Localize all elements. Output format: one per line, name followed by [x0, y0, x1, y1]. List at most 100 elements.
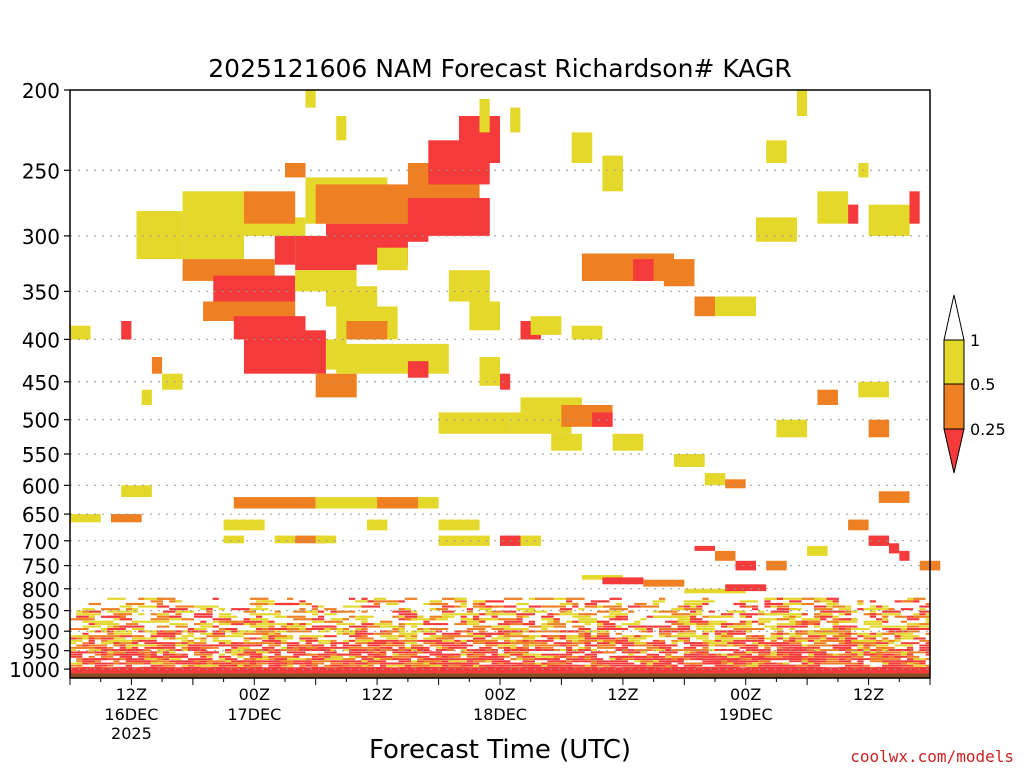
- ri-cell: [541, 646, 554, 649]
- ri-cell: [683, 600, 690, 603]
- ri-cell: [566, 600, 573, 603]
- ri-cell: [522, 655, 535, 658]
- ri-cell: [398, 610, 411, 613]
- ri-cell: [820, 655, 827, 658]
- ri-cell: [907, 644, 914, 647]
- ri-cell: [194, 613, 213, 616]
- ri-cell: [119, 632, 132, 635]
- ri-cell: [826, 660, 833, 663]
- ri-cell: [82, 642, 89, 645]
- ri-cell: [194, 615, 213, 618]
- ri-cell: [460, 653, 467, 656]
- ri-cell: [485, 618, 492, 621]
- ri-cell: [324, 613, 337, 616]
- ri-cell: [373, 600, 387, 603]
- ri-cell: [789, 635, 796, 638]
- ri-cell: [795, 632, 808, 635]
- ri-cell: [863, 635, 870, 638]
- ri-cell: [361, 662, 368, 665]
- ri-cell: [156, 602, 163, 606]
- ri-cell: [578, 608, 585, 611]
- ri-cell: [138, 660, 157, 663]
- ri-cell: [200, 646, 219, 649]
- ri-cell: [683, 651, 690, 654]
- ri-cell: [733, 651, 746, 654]
- ri-cell: [88, 644, 108, 647]
- ri-cell: [702, 632, 709, 635]
- ri-cell: [373, 660, 380, 663]
- ri-cell: [466, 660, 473, 663]
- ri-cell: [132, 608, 139, 611]
- ri-cell: [621, 644, 635, 647]
- ri-cell: [287, 630, 294, 633]
- ri-cell: [299, 639, 312, 642]
- ri-cell: [423, 620, 430, 623]
- ri-cell: [522, 651, 529, 654]
- ri-cell: [764, 605, 771, 608]
- ri-cell: [125, 630, 132, 633]
- ri-cell: [268, 623, 275, 626]
- ri-cell: [256, 613, 275, 616]
- ri-cell: [721, 649, 740, 651]
- ri-cell: [900, 620, 907, 623]
- ri-cell: [863, 646, 870, 649]
- ri-cell: [683, 602, 703, 606]
- ri-cell: [578, 637, 585, 640]
- ri-cell: [535, 644, 554, 647]
- ri-cell: [125, 625, 145, 628]
- ri-cell: [894, 635, 901, 638]
- ri-cell: [882, 637, 889, 640]
- ri-cell: [702, 628, 715, 630]
- ri-cell: [739, 600, 746, 603]
- ri-cell: [175, 605, 188, 608]
- ri-cell: [708, 644, 715, 647]
- ri-cell: [909, 191, 920, 224]
- ri-cell: [76, 646, 83, 649]
- ri-cell: [615, 658, 622, 661]
- ri-cell: [721, 613, 728, 616]
- ri-cell: [876, 653, 883, 656]
- ri-cell: [138, 639, 157, 642]
- ri-cell: [287, 644, 306, 647]
- ri-cell: [612, 433, 644, 451]
- ri-cell: [702, 639, 721, 642]
- ri-cell: [138, 637, 157, 640]
- ri-cell: [510, 630, 517, 633]
- ri-cell: [119, 642, 126, 645]
- ri-cell: [125, 608, 132, 611]
- ri-cell: [497, 613, 517, 616]
- ri-cell: [848, 204, 859, 224]
- ri-cell: [404, 608, 411, 611]
- ri-cell: [888, 649, 895, 651]
- ri-cell: [268, 625, 275, 628]
- ri-cell: [899, 550, 910, 561]
- ri-cell: [311, 608, 318, 611]
- ri-cell: [392, 658, 411, 661]
- ri-cell: [925, 658, 930, 661]
- ri-cell: [156, 662, 163, 665]
- ri-cell: [758, 610, 765, 613]
- ri-cell: [814, 597, 827, 600]
- ri-cell: [776, 605, 790, 608]
- ri-cell: [820, 649, 833, 651]
- ri-cell: [169, 618, 182, 621]
- ri-cell: [504, 620, 523, 623]
- ri-cell: [262, 660, 269, 663]
- ri-cell: [547, 613, 554, 616]
- ri-cell: [925, 653, 930, 656]
- ri-cell: [473, 600, 492, 603]
- x-tick-date: 17DEC: [227, 705, 281, 724]
- ri-cell: [82, 644, 89, 647]
- ri-cell: [460, 602, 467, 606]
- x-tick-date: 19DEC: [719, 705, 773, 724]
- ri-cell: [175, 649, 188, 651]
- ri-cell: [225, 658, 238, 661]
- ri-cell: [411, 644, 424, 647]
- ri-cell: [349, 644, 362, 647]
- ri-cell: [206, 651, 219, 654]
- ri-cell: [758, 620, 771, 623]
- ri-cell: [182, 259, 275, 281]
- ri-cell: [318, 646, 331, 649]
- ri-cell: [88, 655, 95, 658]
- y-tick-label: 750: [22, 555, 60, 579]
